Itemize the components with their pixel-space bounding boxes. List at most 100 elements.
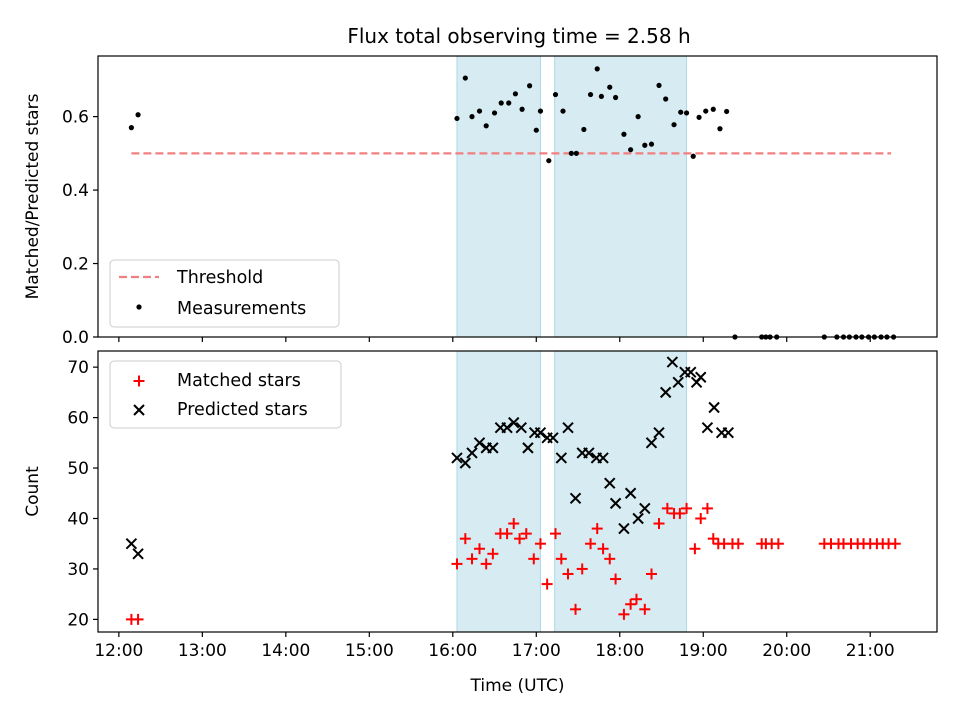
legend-threshold-label: Threshold	[176, 268, 263, 288]
predicted-star-marker	[562, 421, 574, 434]
marker-stroke	[132, 548, 144, 560]
measurement-point	[683, 110, 690, 116]
predicted-star-marker	[685, 366, 697, 378]
x-tick-label: 13:00	[178, 641, 227, 661]
x-tick-label: 12:00	[94, 641, 143, 661]
matched-star-marker	[466, 553, 478, 565]
shaded-region	[554, 350, 688, 633]
matched-star-marker	[541, 578, 553, 590]
marker-stroke	[659, 386, 672, 399]
measurement-point	[581, 126, 587, 133]
measurement-point	[512, 91, 519, 97]
marker-stroke	[534, 427, 547, 439]
measurement-point	[552, 91, 559, 98]
x-tick-label: 14:00	[261, 641, 310, 661]
marker-stroke	[583, 447, 595, 459]
predicted-star-marker	[672, 376, 684, 388]
legend-frame	[109, 360, 342, 429]
marker-stroke	[609, 497, 622, 510]
legend-matched-label: Matched stars	[177, 371, 301, 391]
matched-star-marker	[701, 502, 713, 514]
x-tick-label: 18:00	[595, 641, 644, 661]
marker-stroke	[487, 442, 499, 454]
predicted-star-marker	[132, 548, 144, 560]
matched-star-marker	[591, 523, 603, 535]
matched-star-marker	[474, 543, 486, 555]
matched-star-marker	[618, 608, 630, 620]
predicted-star-marker	[125, 538, 138, 550]
legend-bottom: Matched stars Predicted stars	[109, 360, 342, 429]
matched-star-marker	[889, 538, 901, 550]
marker-stroke	[639, 502, 651, 515]
measurement-point	[128, 125, 134, 131]
measurement-point	[533, 127, 539, 133]
measurement-point	[135, 112, 141, 118]
predicted-star-marker	[569, 492, 582, 505]
x-tick-label: 17:00	[512, 641, 561, 661]
measurement-point	[594, 66, 600, 72]
marker-stroke	[451, 452, 463, 464]
measurement-point	[462, 75, 468, 81]
predicted-star-marker	[466, 447, 478, 459]
predicted-star-marker	[708, 401, 720, 414]
predicted-star-marker	[508, 416, 520, 429]
y-tick-label: 0.6	[62, 108, 89, 128]
matched-star-marker	[689, 543, 701, 555]
matched-star-marker	[610, 573, 622, 585]
marker-stroke	[632, 512, 644, 525]
legend-frame	[109, 259, 340, 328]
predicted-star-marker	[459, 457, 472, 469]
marker-stroke	[459, 457, 472, 469]
y-tick-label: 50	[67, 459, 89, 479]
measurement-point	[519, 106, 525, 112]
marker-stroke	[653, 427, 665, 439]
measurement-point	[483, 123, 489, 129]
measurement-point	[546, 158, 552, 164]
predicted-star-marker	[645, 437, 658, 449]
x-axis-label: Time (UTC)	[470, 676, 565, 696]
predicted-star-marker	[695, 371, 707, 383]
x-tick-label: 21:00	[846, 641, 895, 661]
matched-star-marker	[772, 538, 784, 550]
measurement-point	[621, 131, 627, 137]
y-axis-label: Matched/Predicted stars	[23, 93, 43, 299]
matched-star-marker	[549, 528, 561, 540]
top-panel: 0.0 0.2 0.4 0.6 Matched/Predicted stars Thres…	[23, 55, 938, 348]
axes-frame	[97, 350, 938, 633]
predicted-star-marker	[659, 386, 672, 399]
marker-stroke	[508, 416, 520, 429]
matched-star-marker	[661, 502, 673, 514]
matched-star-marker	[514, 533, 526, 545]
matched-star-marker	[562, 568, 574, 580]
marker-stroke	[708, 401, 720, 414]
marker-stroke	[569, 492, 582, 505]
marker-stroke	[547, 432, 559, 444]
measurement-point	[642, 142, 648, 148]
measurement-point	[710, 106, 716, 112]
marker-stroke	[618, 522, 630, 535]
marker-stroke	[722, 427, 735, 439]
y-tick-label: 0.4	[62, 181, 89, 201]
measurement-point	[568, 150, 574, 156]
predicted-star-marker	[583, 447, 595, 459]
matched-star-marker	[132, 613, 144, 625]
predicted-star-marker	[451, 452, 463, 464]
matched-star-marker	[630, 593, 642, 605]
measurement-point	[656, 82, 662, 88]
predicted-star-marker	[701, 421, 714, 434]
marker-stroke	[695, 371, 707, 383]
measurement-point	[678, 109, 684, 115]
measurement-point	[628, 147, 634, 153]
matched-star-marker	[645, 568, 657, 580]
y-tick-label: 0.0	[62, 328, 89, 348]
x-tick-label: 19:00	[679, 641, 728, 661]
measurement-point	[506, 100, 512, 106]
measurement-point	[560, 108, 566, 114]
matched-star-marker	[451, 558, 463, 570]
legend-predicted-label: Predicted stars	[177, 400, 308, 420]
marker-stroke	[522, 442, 534, 454]
predicted-star-marker	[534, 427, 547, 439]
matched-star-marker	[681, 502, 693, 514]
axes-frame	[97, 55, 938, 338]
matched-star-marker	[625, 598, 637, 610]
